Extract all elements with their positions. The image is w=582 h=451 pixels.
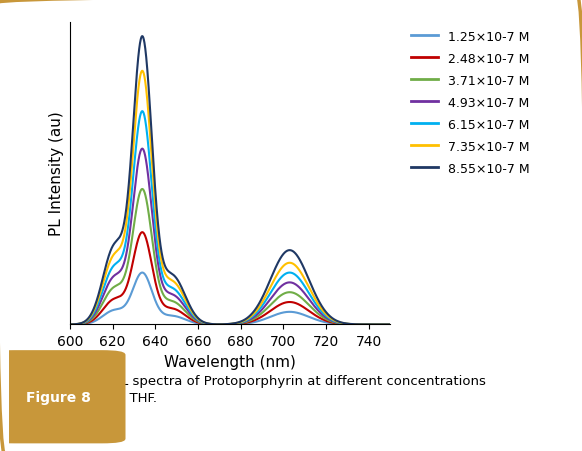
Text: Figure 8: Figure 8: [26, 390, 91, 404]
Y-axis label: PL Intensity (au): PL Intensity (au): [49, 111, 64, 236]
X-axis label: Wavelength (nm): Wavelength (nm): [164, 354, 296, 369]
FancyBboxPatch shape: [0, 351, 125, 442]
Text: PL spectra of Protoporphyrin at different concentrations
in THF.: PL spectra of Protoporphyrin at differen…: [113, 374, 486, 404]
Legend: 1.25×10-7 M, 2.48×10-7 M, 3.71×10-7 M, 4.93×10-7 M, 6.15×10-7 M, 7.35×10-7 M, 8.: 1.25×10-7 M, 2.48×10-7 M, 3.71×10-7 M, 4…: [406, 26, 535, 180]
